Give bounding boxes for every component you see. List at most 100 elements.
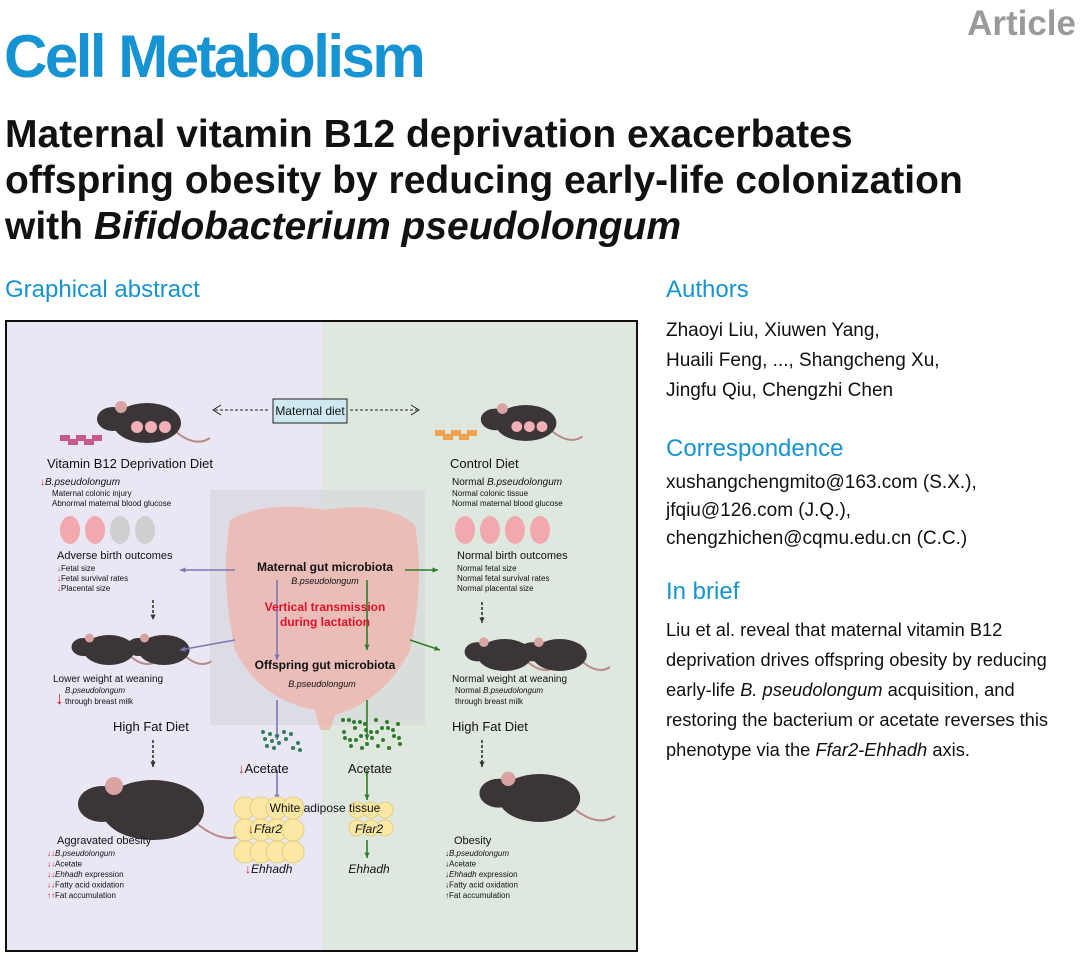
transmission-label: during lactation	[280, 615, 370, 629]
mouse-head	[479, 778, 518, 808]
arrow-head	[364, 734, 370, 740]
outcome-item: ↑Fat accumulation	[445, 891, 510, 900]
mouse-ear	[497, 403, 508, 414]
weaning-heading-part: Lower weight at weaning	[53, 674, 163, 685]
acetate-dot	[381, 738, 385, 742]
gene-label-part: Ehhadh	[251, 862, 293, 876]
weaning-heading: Lower weight at weaning	[53, 674, 163, 685]
mouse-tail	[550, 429, 584, 441]
gene-label-part: Ffar2	[355, 822, 383, 836]
mouse-body	[477, 639, 532, 671]
outcome-item: ↓↓B.pseudolongum	[47, 849, 115, 858]
acetate-dot	[349, 744, 353, 748]
weaning-line: through breast milk	[65, 697, 134, 706]
mouse-body	[102, 780, 204, 840]
mouse-pup	[524, 421, 535, 432]
bacterium-label-part: B.pseudolongum	[291, 576, 359, 586]
maternal-note: Maternal colonic injury	[52, 489, 132, 498]
outcome-item-part: ↓↓	[47, 860, 55, 869]
outcome-item: ↓↓Ehhadh expression	[47, 870, 124, 879]
acetate-dot	[375, 730, 379, 734]
intestine	[226, 506, 419, 730]
adipocyte	[281, 818, 305, 842]
brief-text: acquisition, and restoring the bacterium…	[666, 679, 1049, 760]
mouse-pup	[145, 421, 157, 433]
birth-item-part: Fetal size	[61, 564, 96, 573]
author-line: Zhaoyi Liu, Xiuwen Yang,	[666, 320, 880, 341]
mouse-body	[532, 639, 587, 671]
weaning-arrow-part: ↓	[55, 688, 64, 708]
outcome-heading: Obesity	[454, 835, 492, 847]
fetus	[85, 516, 105, 544]
birth-item-part: Normal fetal size	[457, 564, 517, 573]
title-line: Maternal vitamin B12 deprivation exacerb…	[5, 113, 853, 156]
mouse-ear	[479, 637, 489, 647]
mouse-ear	[115, 401, 127, 413]
acetate-dot	[282, 730, 286, 734]
acetate-dot	[270, 739, 274, 743]
acetate-dot	[370, 736, 374, 740]
outcome-item-part: ↓	[445, 849, 449, 858]
in-brief-text: Liu et al. reveal that maternal vitamin …	[666, 615, 1080, 765]
acetate-dot	[392, 734, 396, 738]
gene-label-part: Ehhadh	[348, 862, 390, 876]
acetate-dot	[359, 734, 363, 738]
fetus	[505, 516, 525, 544]
transmission-label: Vertical transmission	[265, 600, 386, 614]
acetate-dot	[268, 732, 272, 736]
food-pellet	[443, 434, 453, 440]
acetate-dot	[386, 726, 390, 730]
bacterium-label: B.pseudolongum	[288, 679, 356, 689]
bacterium-label-part: B.pseudolongum	[288, 679, 356, 689]
acetate-label: ↓Acetate	[238, 761, 289, 776]
brief-text: axis.	[932, 739, 970, 760]
brief-text: Liu et al. reveal that maternal vitamin …	[666, 619, 1047, 700]
arrow-head	[180, 646, 186, 652]
acetate-dot	[385, 720, 389, 724]
acetate-dot	[352, 720, 356, 724]
arrow-head	[432, 567, 438, 573]
arrow-head	[274, 654, 280, 660]
birth-item-part: ↓	[57, 574, 61, 583]
graphical-abstract: Maternal diet Vitamin B12 Deprivation Die…	[5, 320, 638, 952]
weaning-line-part: through breast milk	[65, 697, 134, 706]
outcome-item: ↓Acetate	[445, 860, 477, 869]
acetate-dot	[391, 728, 395, 732]
mouse-pup	[131, 421, 143, 433]
gene-label: ↓Ffar2	[248, 822, 282, 836]
journal-name: Cell Metabolism	[4, 23, 426, 90]
acetate-dot	[396, 722, 400, 726]
mouse-pup	[511, 421, 523, 432]
acetate-dot	[296, 741, 300, 745]
acetate-dot	[360, 746, 364, 750]
diet-label-part: Vitamin B12 Deprivation Diet	[47, 456, 213, 471]
acetate-dot	[261, 730, 265, 734]
maternal-diet-box	[272, 398, 348, 424]
outcome-item-part: ↓↓	[47, 870, 55, 879]
outcome-item-part: ↑	[445, 891, 449, 900]
birth-item: Normal fetal size	[457, 564, 517, 573]
food-pellet	[451, 430, 461, 436]
acetate-dot	[376, 744, 380, 748]
mouse-tail	[184, 655, 212, 666]
outcome-item-part: Acetate	[449, 860, 477, 869]
author-line: Jingfu Qiu, Chengzhi Chen	[666, 380, 894, 401]
acetate-label-part: Acetate	[245, 761, 289, 776]
gene-label-part: ↓	[248, 822, 254, 836]
arrow-head	[364, 644, 370, 650]
diet-label-part: Control Diet	[450, 456, 519, 471]
correspondence-list: xushangchengmito@163.com (S.X.), jfqiu@12…	[666, 469, 977, 553]
acetate-dot	[347, 718, 351, 722]
adipocyte	[376, 819, 394, 837]
outcome-item: ↓B.pseudolongum	[445, 849, 509, 858]
wat-label: White adipose tissue	[270, 801, 381, 815]
outcome-item-part: Fatty acid oxidation	[55, 881, 124, 890]
maternal-note: Normal colonic tissue	[452, 489, 529, 498]
outcome-item: ↓↓Fatty acid oxidation	[47, 881, 124, 890]
weaning-line-part: through breast milk	[455, 697, 524, 706]
acetate-dot	[358, 720, 362, 724]
weaning-heading-part: Normal weight at weaning	[452, 674, 567, 685]
section-heading: In brief	[666, 578, 740, 605]
acetate-dot	[363, 722, 367, 726]
birth-item: ↓Fetal size	[57, 564, 96, 573]
